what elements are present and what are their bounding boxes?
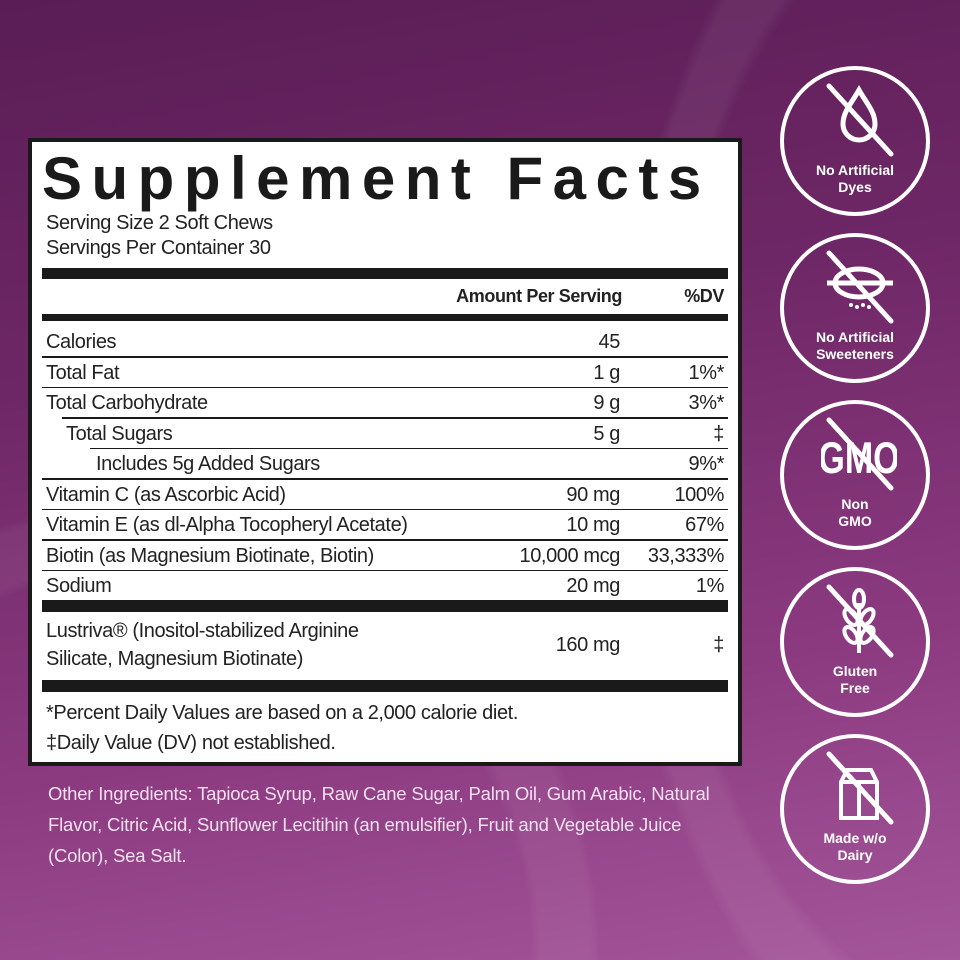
nutrient-dv: 33,333% [647,544,725,567]
no-dairy-icon [826,751,894,825]
nutrient-amount: 5 g [593,422,620,445]
nutrient-row: Sodium 20 mg 1% [32,572,738,602]
serving-size: Serving Size 2 Soft Chews [46,212,273,234]
no-drop-icon [826,83,894,157]
nutrient-dv: 3%* [688,392,725,414]
header-row: Amount Per Serving %DV [32,286,738,308]
blend-dv: ‡ [713,634,724,656]
badge-no-dairy: Made w/o Dairy [780,734,930,884]
nutrient-name: Biotin (as Magnesium Biotinate, Biotin) [46,544,374,567]
svg-text:GMO: GMO [821,434,897,483]
badge-no-sweetener: No Artificial Sweeteners [780,233,930,383]
no-gmo-icon: GMO [821,417,897,491]
badge-label: Gluten Free [784,663,926,697]
footnote-percent-dv: *Percent Daily Values are based on a 2,0… [46,702,518,724]
nutrient-row: Calories 45 [32,328,738,358]
badge-label-line2: Free [840,680,870,696]
badge-label-line1: No Artificial [815,329,895,345]
blend-name-line2: Silicate, Magnesium Biotinate) [46,648,304,670]
row-divider [42,569,728,571]
nutrient-dv: 100% [674,483,724,506]
badge-no-drop: No Artificial Dyes [780,66,930,216]
nutrient-amount: 10 mg [566,514,620,536]
nutrient-row: Vitamin E (as dl-Alpha Tocopheryl Acetat… [32,511,738,541]
nutrient-name: Sodium [46,575,112,597]
blend-amount: 160 mg [555,634,621,656]
nutrient-dv: ‡ [713,422,724,445]
blend-name-line1: Lustriva® (Inositol-stabilized Arginine [46,620,359,642]
nutrient-row: Total Carbohydrate 9 g 3%* [32,389,738,419]
row-divider [42,356,728,358]
row-divider [42,508,728,510]
badge-label-line2: GMO [838,513,872,529]
header-dv: %DV [684,286,724,306]
nutrient-row: Total Fat 1 g 1%* [32,359,738,389]
nutrient-name: Vitamin E (as dl-Alpha Tocopheryl Acetat… [46,514,408,536]
nutrient-dv: 67% [685,514,724,536]
divider-thick [42,600,728,612]
nutrient-amount: 45 [598,331,621,353]
supplement-facts-panel: Supplement Facts Serving Size 2 Soft Che… [28,138,742,766]
nutrient-dv: 1%* [688,361,725,384]
divider-thick [42,680,728,692]
nutrient-dv: 1% [695,575,725,597]
badge-label-line1: Made w/o [823,830,887,846]
panel-title: Supplement Facts [42,145,711,212]
row-divider [42,478,728,480]
badge-no-gluten: Gluten Free [780,567,930,717]
nutrient-amount: 10,000 mcg [519,544,620,567]
nutrient-amount: 20 mg [566,575,620,597]
footnote-dv-not-established: ‡Daily Value (DV) not established. [46,732,336,754]
row-divider [90,447,728,449]
nutrient-row: Vitamin C (as Ascorbic Acid) 90 mg 100% [32,481,738,511]
badge-label-line1: Gluten [832,663,878,679]
header-amount: Amount Per Serving [456,286,622,306]
row-divider [42,386,728,388]
nutrient-row: Biotin (as Magnesium Biotinate, Biotin) … [32,542,738,572]
nutrient-name: Total Carbohydrate [46,392,208,414]
nutrient-name: Total Fat [46,361,120,384]
nutrient-dv: 9%* [688,453,725,475]
badge-label: No Artificial Sweeteners [784,329,926,363]
badge-label: Non GMO [784,496,926,530]
nutrient-row: Includes 5g Added Sugars 9%* [32,450,738,480]
nutrient-name: Total Sugars [66,422,173,445]
badge-label: No Artificial Dyes [784,162,926,196]
row-divider [42,539,728,541]
badge-label-line2: Dyes [838,179,872,195]
nutrient-amount: 1 g [593,361,620,384]
row-divider [62,417,728,419]
badge-label-line2: Dairy [837,847,873,863]
badge-no-gmo: GMO Non GMO [780,400,930,550]
nutrient-row: Total Sugars 5 g ‡ [32,420,738,450]
divider-thick [42,268,728,279]
other-ingredients: Other Ingredients: Tapioca Syrup, Raw Ca… [48,783,710,866]
badge-label-line1: No Artificial [815,162,895,178]
servings-per-container: Servings Per Container 30 [46,237,271,259]
no-gluten-icon [826,584,894,658]
badge-label-line2: Sweeteners [816,346,894,362]
badge-label-line1: Non [841,496,869,512]
nutrient-amount: 90 mg [566,483,620,506]
divider-medium [42,314,728,321]
nutrient-name: Calories [46,331,117,353]
no-sweetener-icon [826,250,894,324]
badge-label: Made w/o Dairy [784,830,926,864]
nutrient-name: Includes 5g Added Sugars [96,453,320,475]
nutrient-amount: 9 g [593,392,620,414]
nutrient-name: Vitamin C (as Ascorbic Acid) [46,483,286,506]
